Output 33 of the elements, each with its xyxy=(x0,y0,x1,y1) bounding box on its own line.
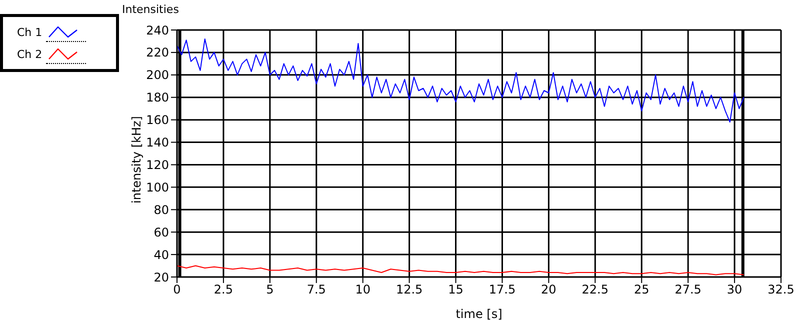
y-tick-label: 40 xyxy=(154,248,169,262)
y-tick-label: 240 xyxy=(146,23,169,38)
legend-label: Ch 1 xyxy=(17,26,42,38)
x-tick-label: 10 xyxy=(355,282,370,297)
x-tick-label: 0 xyxy=(173,282,181,297)
y-tick-label: 160 xyxy=(146,113,169,128)
x-tick-label: 5 xyxy=(266,282,274,297)
y-tick-label: 60 xyxy=(154,225,169,240)
x-tick-label: 27.5 xyxy=(674,282,702,297)
x-axis-title: time [s] xyxy=(456,307,502,320)
line-series xyxy=(177,265,744,276)
y-tick-label: 140 xyxy=(146,136,169,150)
y-axis-title: intensity [kHz] xyxy=(129,116,144,204)
y-tick-label: 220 xyxy=(146,46,169,60)
x-tick-label: 2.5 xyxy=(214,282,234,297)
x-tick-label: 20 xyxy=(541,282,556,297)
y-tick-label: 180 xyxy=(146,90,169,105)
y-tick-label: 100 xyxy=(146,180,169,194)
y-tick-label: 120 xyxy=(146,158,169,172)
line-series xyxy=(177,38,744,123)
y-tick-label: 20 xyxy=(154,270,169,284)
y-tick-label: 200 xyxy=(146,68,169,82)
x-tick-label: 12.5 xyxy=(396,282,423,297)
x-tick-label: 25 xyxy=(634,282,650,297)
x-tick-label: 32.5 xyxy=(768,282,794,297)
chart-title: Intensities xyxy=(122,3,179,16)
x-tick-label: 30 xyxy=(726,282,742,297)
y-tick-label: 80 xyxy=(154,202,169,217)
x-tick-label: 22.5 xyxy=(582,282,609,297)
legend-label: Ch 2 xyxy=(17,48,42,60)
x-tick-label: 7.5 xyxy=(306,282,326,297)
x-tick-label: 15 xyxy=(448,282,464,297)
x-tick-label: 17.5 xyxy=(488,282,516,297)
